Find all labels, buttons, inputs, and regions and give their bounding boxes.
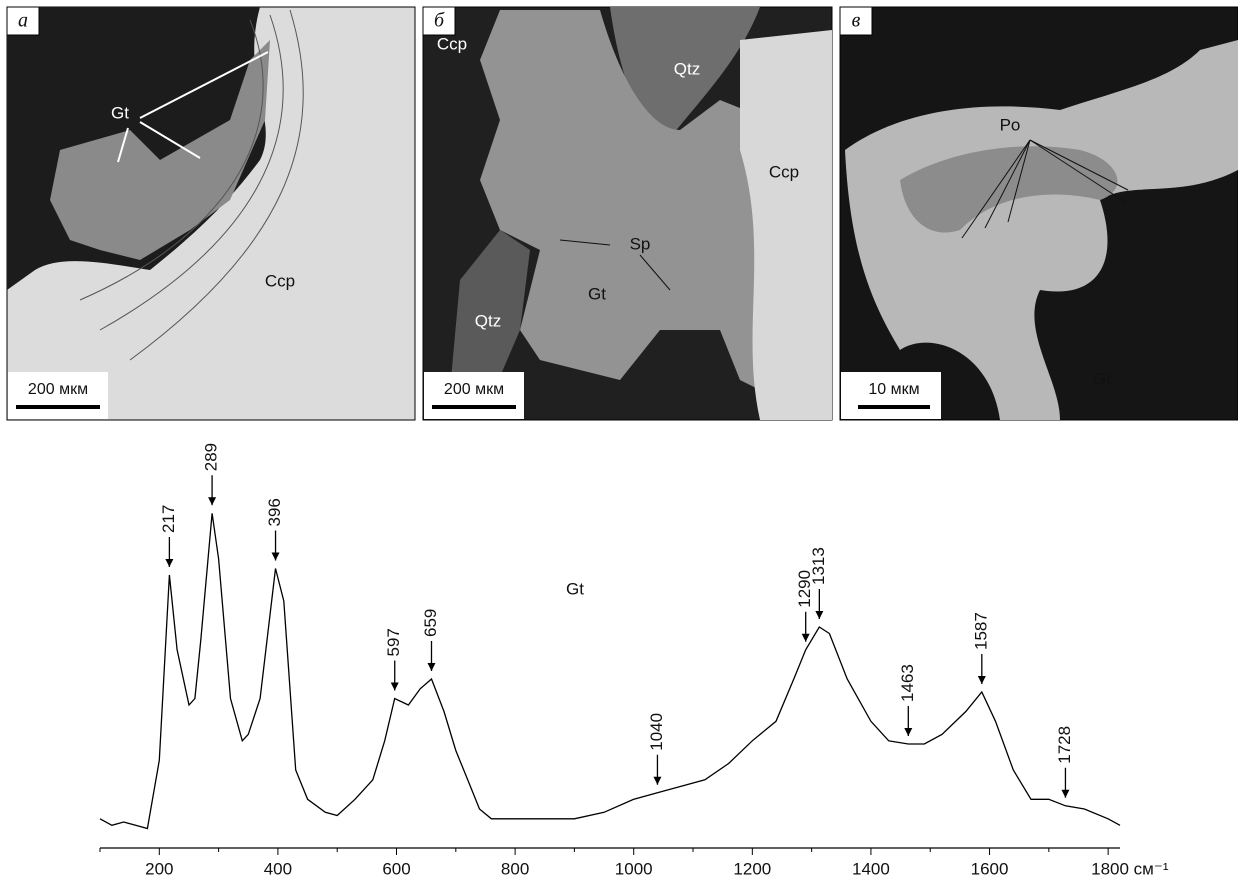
mineral-label: Gt [1093,369,1111,388]
peak-arrowhead [165,559,173,567]
peak-arrowhead [815,611,823,619]
panel-b: б Ccp Qtz Ccp Sp Gt Qtz 200 мкм [423,7,832,420]
mineral-label: Ccp [265,271,295,290]
peak-label: 1463 [898,664,917,702]
peak-arrowhead [208,497,216,505]
peak-label: 597 [384,628,403,656]
figure: а Gt Ccp 200 мкм б Ccp Qtz Ccp Sp Gt Qtz… [0,0,1238,879]
peak-label: 289 [202,443,221,471]
panel-letter: б [434,10,445,32]
mineral-label: Gt [588,284,606,303]
peak-arrowhead [391,683,399,691]
scale-bar-label: 200 мкм [28,381,88,398]
mineral-label: Qtz [674,59,700,78]
panel-letter: а [18,10,28,32]
peak-arrowhead [428,663,436,671]
scale-bar-label: 200 мкм [444,381,504,398]
x-tick-label: 800 [501,859,529,878]
mineral-label: Po [1000,115,1021,134]
x-tick-label: 200 [145,859,173,878]
x-tick-label: 1200 [733,859,771,878]
peak-arrowhead [1061,790,1069,798]
panel-c: в Po Gt 10 мкм [840,7,1238,420]
peak-label: 1728 [1055,726,1074,764]
peak-label: 1313 [809,547,828,585]
mineral-label: Qtz [475,311,501,330]
x-tick-label: 1600 [971,859,1009,878]
chalcopyrite-area [740,30,832,420]
spectrum-annotation: Gt [566,579,584,598]
mineral-label: Sp [630,234,651,253]
peak-arrowhead [653,777,661,785]
x-tick-label: 1000 [615,859,653,878]
mineral-label: Ccp [769,162,799,181]
panel-a: а Gt Ccp 200 мкм [7,7,415,420]
raman-spectrum: 200 400 600 800 1000 1200 1400 1600 1800 см⁻¹ 217… [100,443,1169,879]
mineral-label: Gt [111,103,129,122]
mineral-label: Ccp [437,34,467,53]
x-tick-label: 1800 см⁻¹ [1091,859,1169,878]
peak-arrowhead [978,676,986,684]
peak-arrowhead [272,553,280,561]
peak-label: 396 [265,498,284,526]
panel-letter: в [852,10,861,32]
x-tick-label: 1400 [852,859,890,878]
scale-bar-label: 10 мкм [868,381,919,398]
peak-arrowhead [802,634,810,642]
x-tick-label: 600 [382,859,410,878]
peak-arrowhead [904,728,912,736]
spectrum-line [100,513,1120,828]
x-tick-label: 400 [264,859,292,878]
peak-label: 659 [421,609,440,637]
peak-label: 1040 [647,713,666,751]
peak-label: 1587 [971,612,990,650]
peak-label: 217 [159,505,178,533]
